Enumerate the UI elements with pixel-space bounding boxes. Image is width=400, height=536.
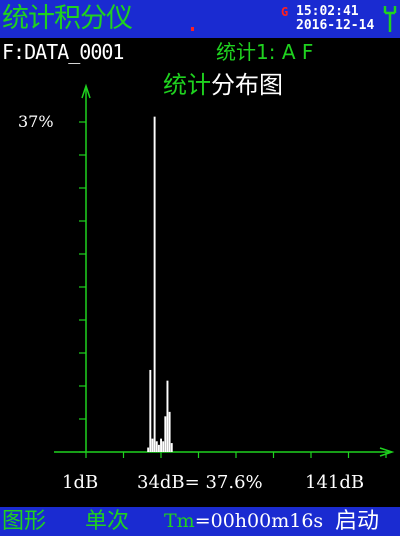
y-axis-max-label: 37% bbox=[18, 112, 54, 131]
chart-bars bbox=[147, 116, 173, 452]
g-indicator: G bbox=[281, 5, 289, 19]
histogram-bar bbox=[153, 116, 156, 452]
histogram-bar bbox=[162, 441, 165, 452]
clock-date: 2016-12-14 bbox=[296, 18, 375, 33]
histogram-bar bbox=[164, 416, 167, 452]
chart-readout: 1dB 34dB= 37.6% 141dB bbox=[0, 468, 400, 498]
histogram-bar bbox=[147, 447, 150, 452]
distribution-chart bbox=[54, 83, 395, 458]
clock-time: 15:02:41 bbox=[296, 4, 359, 19]
histogram-bar bbox=[170, 443, 173, 452]
histogram-bar bbox=[160, 438, 162, 452]
measure-time-readout[interactable]: Tm=00h00m16s bbox=[164, 507, 323, 536]
histogram-bar bbox=[151, 438, 154, 452]
start-button[interactable]: 启动 bbox=[335, 509, 380, 534]
y-axis-arrow-icon bbox=[81, 83, 91, 99]
tm-value: =00h00m16s bbox=[194, 510, 324, 532]
graph-mode-button[interactable]: 图形 bbox=[2, 509, 47, 534]
recording-dot-icon bbox=[191, 27, 194, 31]
histogram-bar bbox=[168, 411, 171, 452]
cursor-readout: 34dB= 37.6% bbox=[137, 472, 263, 493]
antenna-icon bbox=[383, 6, 397, 32]
app-title: 统计积分仪 bbox=[2, 3, 133, 34]
chart-title-suffix: 分布图 bbox=[211, 71, 283, 99]
file-name: F:DATA_0001 bbox=[2, 40, 124, 64]
status-bar: 统计积分仪 G 15:02:41 2016-12-14 bbox=[0, 0, 400, 38]
chart-title: 统计分布图 bbox=[163, 70, 283, 100]
x-axis-max-label: 141dB bbox=[305, 472, 365, 493]
chart-axes bbox=[54, 83, 395, 458]
histogram-bar bbox=[149, 369, 152, 452]
x-axis-min-label: 1dB bbox=[62, 472, 99, 493]
histogram-bar bbox=[166, 380, 169, 452]
chart-title-prefix: 统计 bbox=[163, 71, 211, 99]
single-run-button[interactable]: 单次 bbox=[85, 509, 130, 534]
tm-label: Tm bbox=[164, 510, 195, 532]
function-bar: 图形 单次 Tm=00h00m16s 启动 bbox=[0, 507, 400, 536]
x-axis-arrow-icon bbox=[379, 447, 395, 457]
statistic-channel-label[interactable]: 统计1: A F bbox=[216, 40, 314, 64]
histogram-bar bbox=[155, 441, 158, 452]
histogram-bar bbox=[157, 444, 160, 452]
